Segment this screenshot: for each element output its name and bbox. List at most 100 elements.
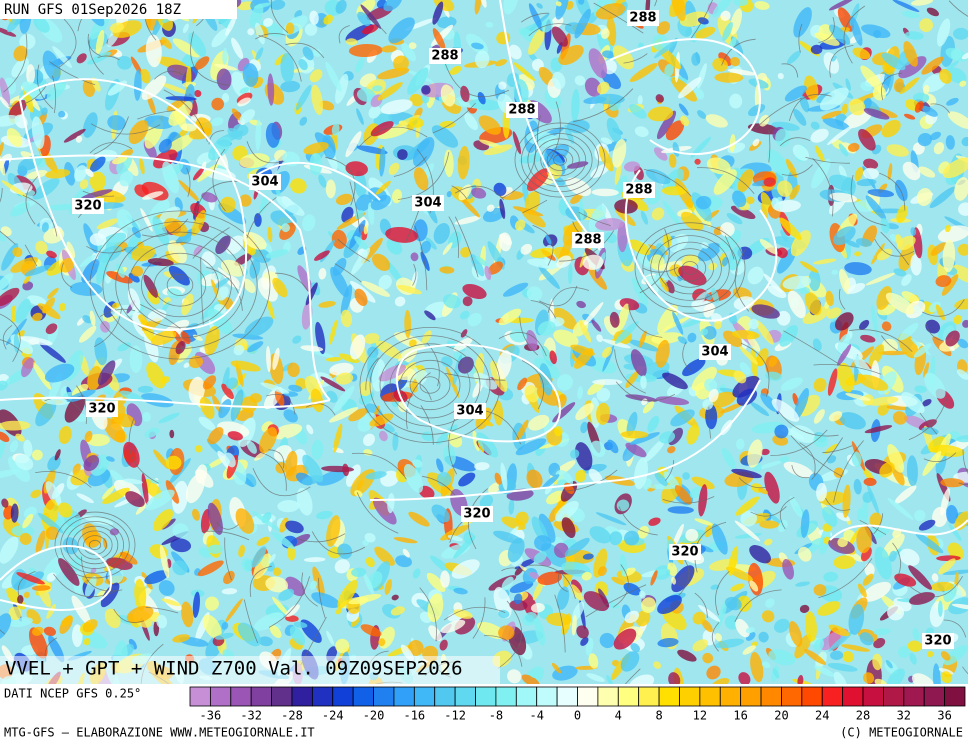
streamline (356, 492, 399, 534)
vvel-blob (903, 41, 918, 67)
vvel-blob (590, 440, 606, 458)
vvel-blob (685, 528, 699, 542)
vvel-blob (218, 399, 232, 419)
streamline (520, 12, 549, 23)
vvel-blob (323, 14, 334, 25)
vvel-blob (748, 318, 759, 330)
streamline (301, 572, 318, 607)
vvel-blob (94, 337, 108, 366)
vvel-blob (837, 362, 855, 393)
vvel-blob (337, 579, 358, 609)
vvel-blob (584, 77, 602, 97)
vvel-blob (464, 113, 478, 131)
colorbar-swatch (454, 686, 476, 707)
vvel-blob (667, 446, 676, 454)
streamline (662, 496, 715, 504)
vvel-blob (230, 389, 244, 422)
swirl (527, 133, 593, 187)
vvel-blob (722, 22, 733, 41)
vvel-blob (242, 63, 259, 87)
contour-line (19, 78, 248, 332)
vvel-blob (276, 196, 305, 216)
streamline (44, 397, 82, 413)
vvel-blob (828, 411, 843, 422)
vvel-blob (207, 502, 223, 535)
vvel-blob (561, 561, 591, 577)
credit-label: MTG-GFS – ELABORAZIONE WWW.METEOGIORNALE… (4, 726, 315, 740)
vvel-blob (147, 258, 174, 267)
vvel-blob (894, 573, 917, 587)
vvel-blob (664, 63, 674, 77)
vvel-blob (915, 533, 944, 554)
vvel-blob (895, 234, 903, 247)
vvel-blob (782, 559, 794, 580)
vvel-blob (694, 26, 716, 39)
colorbar-tick-label: -32 (240, 709, 262, 723)
vvel-blob (278, 588, 295, 601)
vvel-blob (918, 419, 937, 431)
vvel-blob (309, 580, 318, 590)
colorbar-swatch (679, 686, 701, 707)
swirl (389, 351, 471, 419)
vvel-blob (150, 330, 177, 346)
vvel-blob (747, 266, 764, 285)
vvel-blob (588, 48, 607, 79)
vvel-blob (221, 621, 229, 630)
vvel-blob (0, 142, 4, 159)
vvel-blob (865, 272, 896, 286)
vvel-blob (638, 330, 647, 348)
streamline (547, 287, 590, 313)
vvel-blob (42, 297, 55, 314)
vvel-blob (625, 442, 647, 458)
streamline (770, 429, 828, 457)
vvel-blob (251, 545, 267, 568)
vvel-blob (898, 322, 919, 341)
streamline (2, 324, 13, 350)
colorbar-swatch (352, 686, 374, 707)
vvel-blob (144, 427, 160, 438)
swirl (359, 326, 501, 444)
vvel-blob (31, 449, 43, 461)
vvel-blob (863, 158, 879, 170)
contour-line (624, 169, 778, 322)
vvel-blob (407, 67, 429, 95)
vvel-blob (498, 308, 522, 326)
vvel-blob (813, 377, 827, 393)
vvel-blob (272, 277, 288, 298)
streamline (365, 357, 379, 391)
vvel-blob (612, 45, 634, 70)
vvel-blob (576, 300, 586, 309)
vvel-blob (306, 424, 314, 435)
streamline (643, 169, 692, 197)
vvel-blob (436, 424, 458, 445)
vvel-blob (356, 88, 376, 102)
vvel-blob (285, 22, 295, 35)
vvel-blob (66, 241, 76, 259)
vvel-blob (436, 458, 444, 473)
vvel-blob (789, 184, 800, 200)
streamline (338, 25, 350, 44)
vvel-blob (140, 393, 174, 408)
vvel-blob (829, 192, 858, 203)
vvel-blob (14, 454, 34, 471)
vvel-blob (269, 0, 286, 10)
vvel-blob (720, 222, 735, 237)
vvel-blob (432, 28, 446, 51)
vvel-blob (662, 607, 687, 631)
vvel-blob (911, 0, 934, 6)
vvel-blob (311, 84, 323, 116)
vvel-blob (863, 167, 879, 180)
vvel-blob (596, 402, 611, 425)
vvel-blob (719, 229, 742, 253)
colorbar-swatch (699, 686, 721, 707)
colorbar-swatch (944, 686, 966, 707)
vvel-blob (914, 101, 924, 113)
vvel-blob (106, 271, 133, 284)
vvel-blob (247, 341, 264, 353)
vvel-blob (837, 344, 852, 366)
vvel-blob (590, 163, 611, 179)
streamline (522, 199, 548, 214)
vvel-blob (616, 303, 630, 332)
streamline (275, 272, 309, 292)
streamline (296, 533, 346, 543)
